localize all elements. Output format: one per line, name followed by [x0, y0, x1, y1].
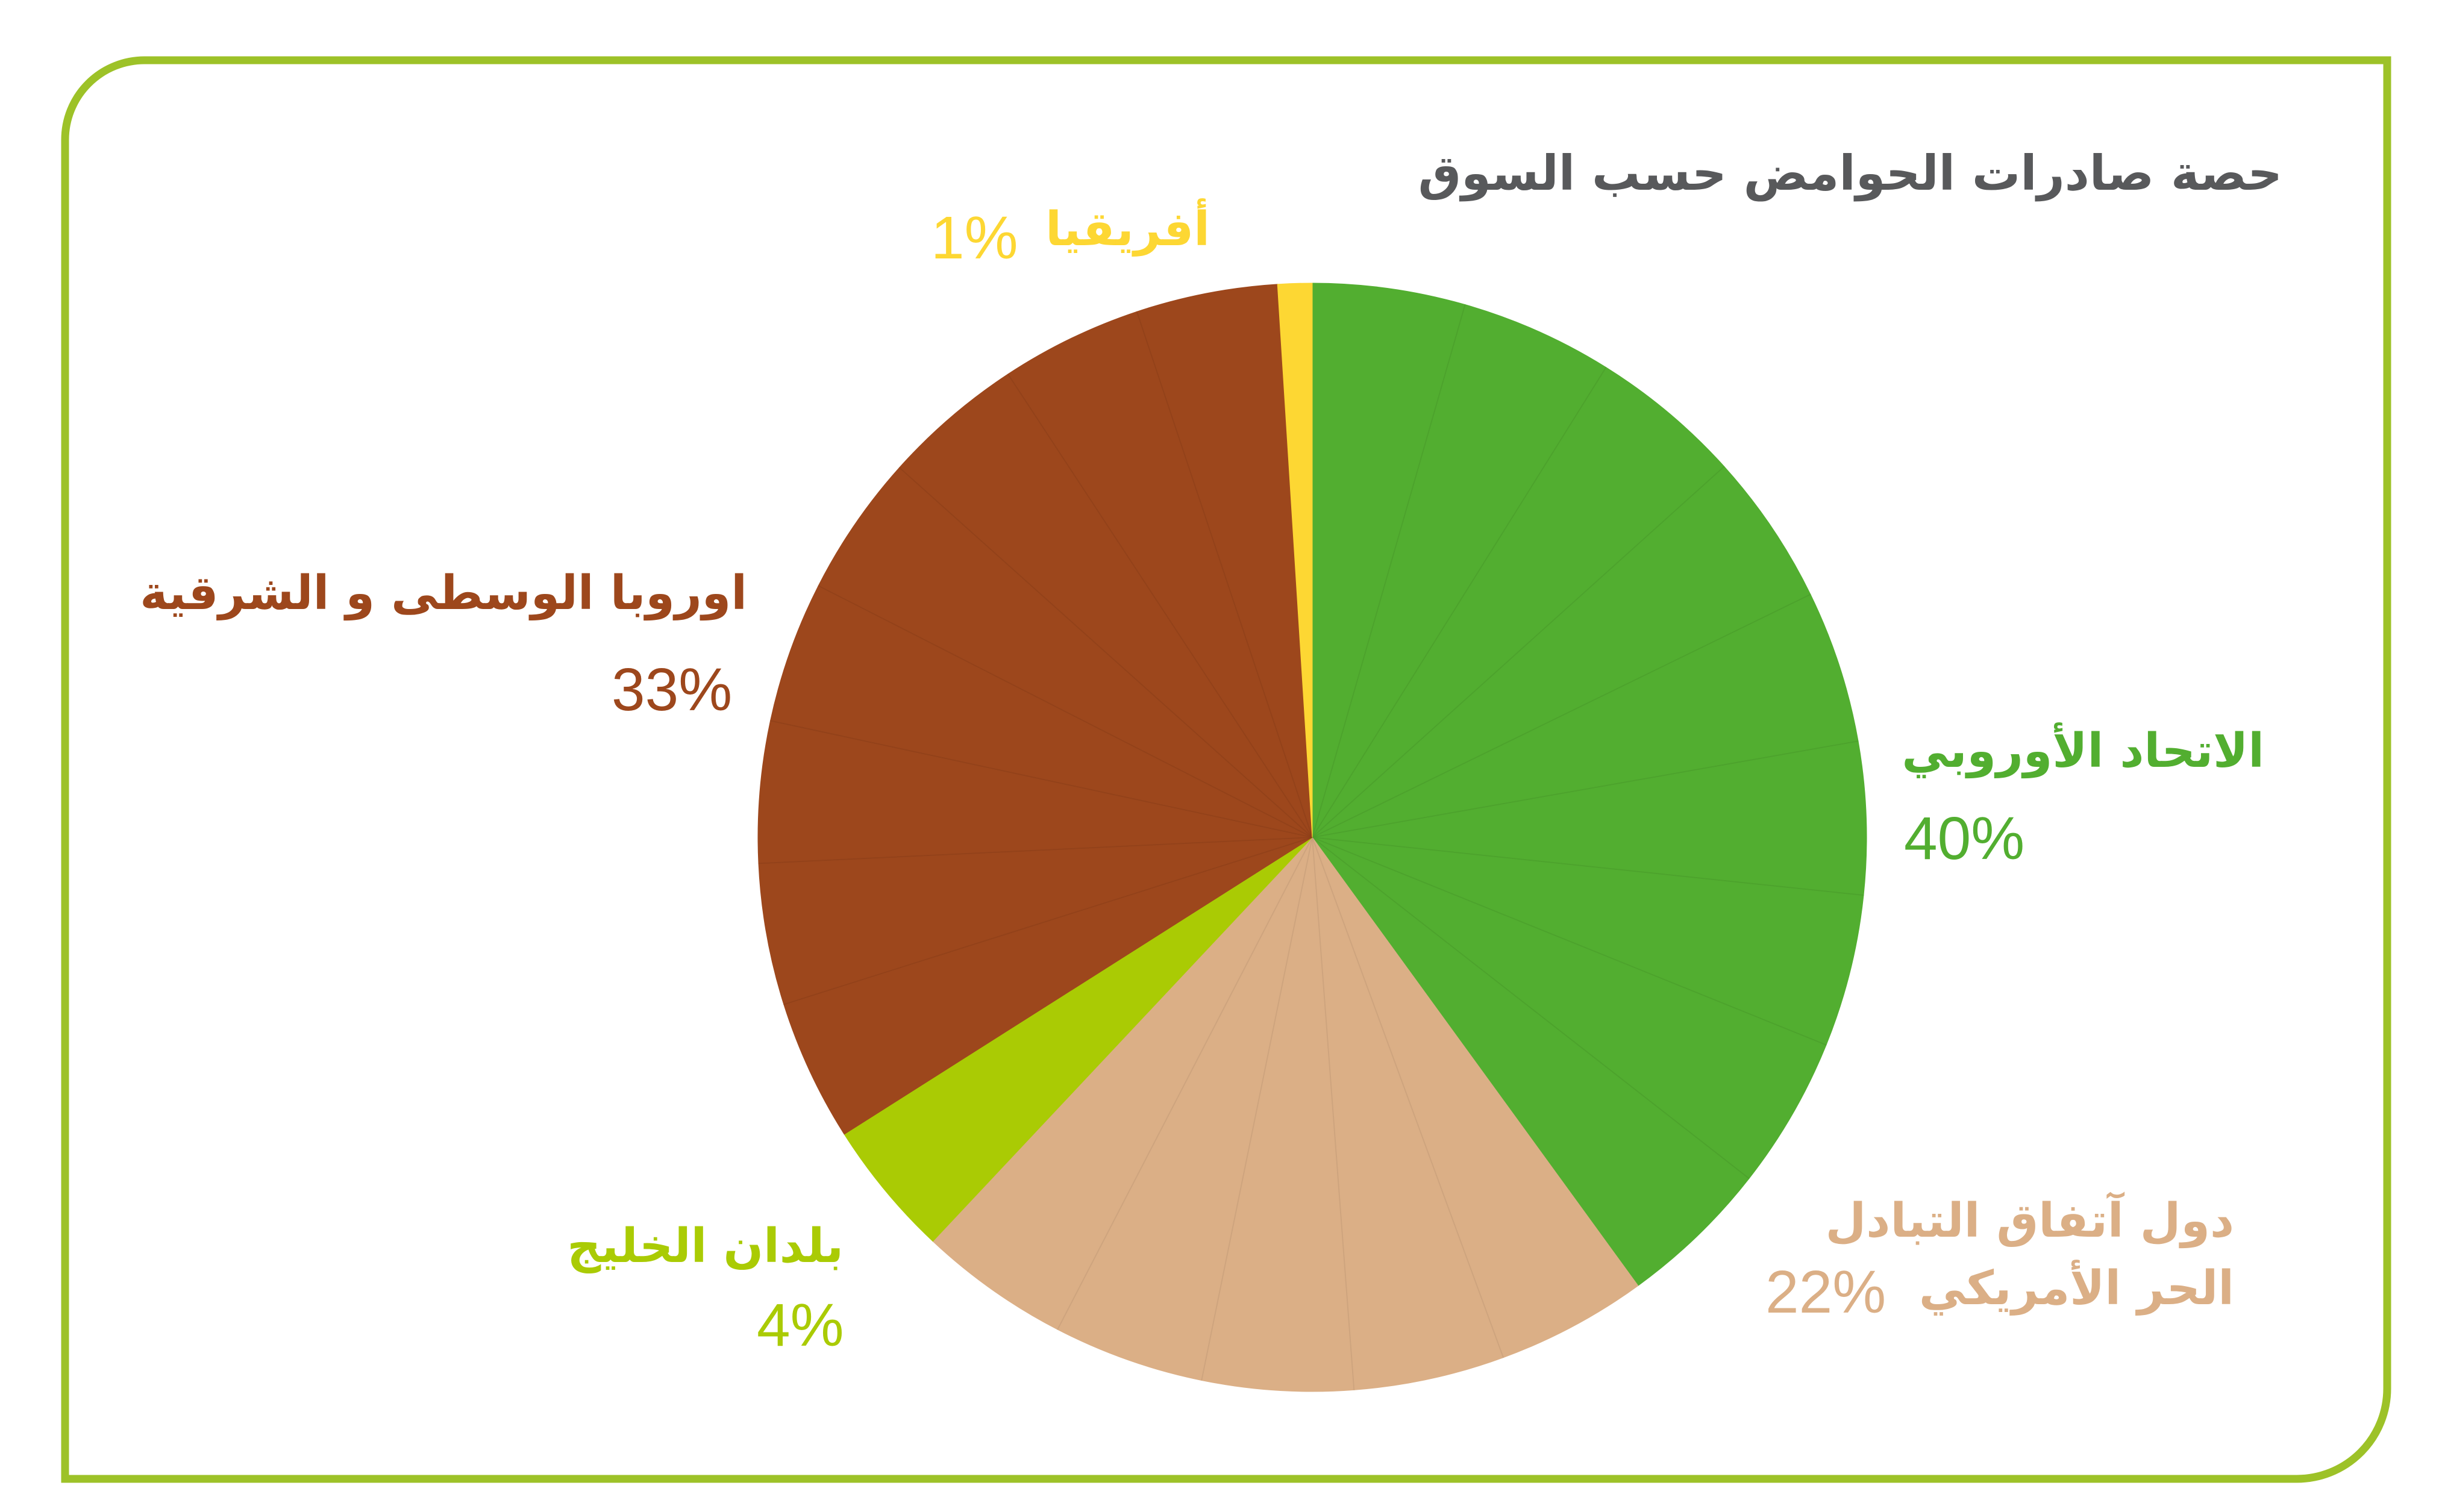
pie-wedge-divider — [1312, 593, 1811, 838]
pie-wedge-divider — [1312, 740, 1859, 838]
pie-wedge — [1312, 837, 1750, 1286]
label-eu-value: 40% — [1904, 805, 2025, 872]
pie-wedge — [1312, 594, 1859, 838]
pie-wedge — [898, 373, 1313, 838]
pie-wedge-divider — [1312, 837, 1827, 1046]
pie-wedge-divider — [1312, 466, 1725, 838]
pie-wedge-divider — [1201, 837, 1313, 1381]
pie-wedge — [1312, 837, 1504, 1390]
pie-wedge-divider — [1312, 367, 1607, 838]
chart-title: حصة صادرات الحوامض حسب السوق — [1418, 145, 2282, 201]
pie-wedge-divider — [1312, 837, 1864, 896]
pie-wedge — [758, 837, 1313, 1005]
label-africa-name: أفريقيا — [1045, 202, 1210, 257]
pie-wedge — [757, 720, 1313, 864]
pie-slice-1 — [932, 837, 1639, 1392]
pie-wedge — [1312, 304, 1607, 838]
pie-wedge-divider — [770, 720, 1313, 838]
pie-wedge-divider — [758, 837, 1313, 864]
pie-wedge — [1007, 311, 1313, 838]
pie-wedge-divider — [783, 837, 1313, 1005]
label-nafta-value: 22% — [1765, 1258, 1886, 1326]
label-eu-name: الاتحاد الأوروبي — [1902, 724, 2264, 778]
pie-wedge — [1312, 740, 1867, 896]
pie-wedge — [1201, 837, 1354, 1392]
pie-wedge-divider — [1007, 373, 1313, 838]
label-ceeu-name: اوروبا الوسطى و الشرقية — [140, 566, 747, 620]
pie-slice-3 — [757, 284, 1313, 1135]
pie-slice-2 — [844, 837, 1313, 1242]
pie-wedge — [1312, 283, 1466, 838]
pie-slice-4 — [1277, 283, 1313, 838]
pie-wedge — [770, 585, 1313, 838]
pie-wedge — [932, 837, 1313, 1330]
label-gulf-name: بلدان الخليج — [567, 1219, 844, 1273]
pie-wedge-divider — [1312, 837, 1355, 1390]
pie-wedge-divider — [1312, 837, 1504, 1358]
pie-wedge-divider — [899, 467, 1313, 838]
pie-wedge — [1277, 283, 1313, 838]
label-nafta-name-line2: الحر الأمريكي — [1918, 1261, 2234, 1316]
pie-wedge-divider — [818, 585, 1313, 838]
pie-wedge-divider — [1136, 311, 1313, 838]
pie-wedge — [1057, 837, 1313, 1381]
pie-wedge — [1312, 367, 1725, 838]
pie-wedge — [1312, 466, 1811, 838]
pie-wedge — [818, 467, 1313, 838]
pie-wedge — [1136, 284, 1313, 838]
label-africa-value: 1% — [931, 204, 1018, 272]
pie-wedge — [1312, 837, 1639, 1358]
pie-wedge — [1312, 837, 1827, 1179]
pie-slice-0 — [1312, 283, 1867, 1286]
label-nafta-name-line1: دول آتفاق التبادل — [1825, 1194, 2234, 1248]
label-ceeu-value: 33% — [612, 656, 733, 723]
pie-wedge-divider — [1312, 304, 1466, 838]
pie-wedge — [844, 837, 1313, 1242]
pie-wedge-divider — [1057, 837, 1313, 1330]
pie-wedge — [783, 837, 1313, 1135]
label-gulf-value: 4% — [757, 1292, 844, 1359]
pie-wedge-divider — [1312, 837, 1750, 1179]
pie-wedge — [1312, 837, 1864, 1046]
